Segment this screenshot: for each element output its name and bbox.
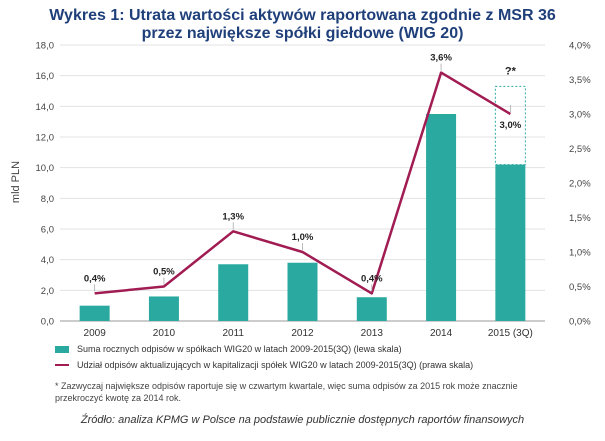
chart-title-line-1: Wykres 1: Utrata wartości aktywów raport… [49,7,556,24]
x-tick-label: 2010 [153,328,176,339]
line-data-label: 3,6% [430,53,452,64]
combo-chart: 0,0 2,0 4,0 6,0 8,0 10,0 12,0 14,0 16,0 18,0 0,0% 0… [10,41,591,340]
y2-tick-label: 4,0% [569,41,591,52]
y2-tick-label: 1,0% [569,248,591,259]
legend-item-bars: Suma rocznych odpisów w spółkach WIG20 w… [55,344,402,354]
y-tick-label: 12,0 [36,133,55,144]
y-tick-label: 10,0 [36,163,55,174]
legend-line-label: Udział odpisów aktualizujących w kapital… [77,360,474,370]
source-note: Źródło: analiza KPMG w Polsce na podstaw… [80,414,525,426]
legend-bar-label: Suma rocznych odpisów w spółkach WIG20 w… [77,344,402,354]
line-data-label: 0,5% [153,267,175,278]
y-axis-title: mld PLN [10,161,22,203]
bar [287,262,318,321]
x-tick-label: 2009 [84,328,107,339]
bar [356,297,387,321]
y2-tick-label: 3,0% [569,110,591,121]
y2-tick-label: 2,0% [569,179,591,190]
y-tick-label: 6,0 [41,225,54,236]
y2-tick-label: 2,5% [569,144,591,155]
x-tick-label: 2015 (3Q) [488,328,533,339]
line-data-label: 1,3% [222,211,244,222]
bar [426,114,457,321]
y2-tick-label: 1,5% [569,213,591,224]
x-tick-label: 2011 [222,328,244,339]
y-tick-label: 4,0 [41,255,54,266]
bar [79,305,110,321]
chart-title-line-2: przez największe spółki giełdowe (WIG 20… [141,25,464,42]
x-tick-label: 2014 [430,328,453,339]
estimate-box [494,85,526,166]
y-tick-label: 14,0 [36,102,55,113]
x-tick-label: 2012 [291,328,314,339]
y-tick-label: 0,0 [41,317,54,328]
y2-tick-label: 0,0% [569,317,591,328]
bar [218,264,249,321]
line-data-label: 0,4% [84,273,106,284]
y-tick-label: 8,0 [41,194,54,205]
line-data-label: 1,0% [292,232,314,243]
bar [148,296,179,321]
legend-line-swatch [55,364,69,366]
y-tick-label: 2,0 [41,286,54,297]
y2-tick-label: 3,5% [569,75,591,86]
legend-bar-swatch [55,345,69,353]
line-data-label: 3,0% [500,120,522,131]
line-series [94,71,511,295]
y-tick-label: 16,0 [36,71,55,82]
bar [495,164,526,321]
legend-item-line: Udział odpisów aktualizujących w kapital… [55,360,473,370]
x-tick-label: 2013 [361,328,384,339]
y-tick-label: 18,0 [36,41,55,52]
estimate-label: ?* [505,65,517,77]
footnote: * Zazwyczaj największe odpisów raportuje… [55,381,518,403]
y2-tick-label: 0,5% [569,282,591,293]
line-data-label: 0,4% [361,273,383,284]
